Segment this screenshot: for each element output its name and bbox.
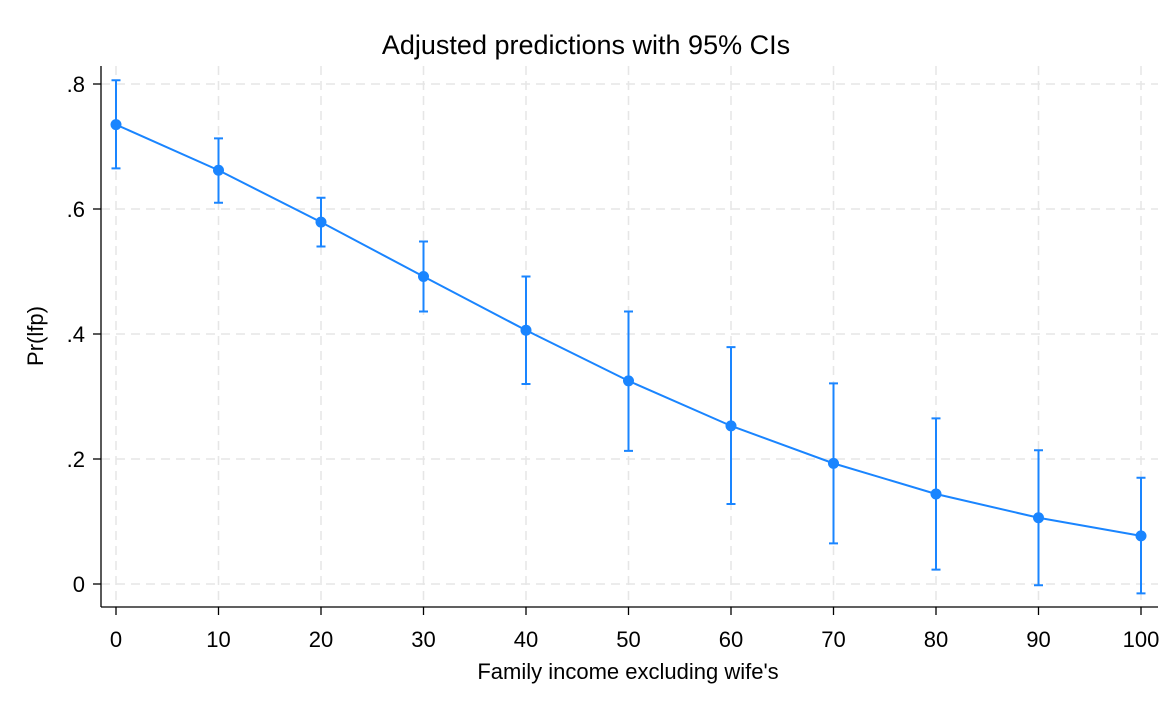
ticks: 0 .2 .4 .6 .8 0 10 20 30 40 50 60 70 80 90 100	[67, 72, 1160, 652]
x-tick-label: 90	[1026, 627, 1050, 652]
data-points	[110, 119, 1147, 542]
data-point	[930, 488, 942, 500]
data-point	[725, 420, 737, 432]
data-point	[623, 375, 634, 387]
x-tick-label: 100	[1123, 627, 1160, 652]
x-axis-title: Family income excluding wife's	[477, 659, 778, 684]
x-tick-label: 40	[514, 627, 538, 652]
y-tick-label: .4	[67, 322, 85, 347]
x-tick-label: 70	[821, 627, 845, 652]
data-point	[110, 119, 122, 131]
data-point	[520, 324, 532, 336]
x-tick-label: 50	[616, 627, 640, 652]
y-tick-label: .2	[67, 447, 85, 472]
data-point	[1135, 530, 1147, 542]
data-point	[1033, 512, 1044, 524]
x-tick-label: 80	[924, 627, 948, 652]
y-tick-label: 0	[73, 572, 85, 597]
x-tick-label: 10	[206, 627, 230, 652]
x-tick-label: 30	[411, 627, 435, 652]
data-point	[418, 271, 429, 282]
axes	[100, 66, 1158, 608]
x-tick-label: 60	[719, 627, 743, 652]
x-tick-label: 20	[309, 627, 333, 652]
data-point	[213, 164, 224, 176]
chart-title: Adjusted predictions with 95% CIs	[382, 30, 790, 60]
y-tick-label: .6	[67, 197, 85, 222]
data-point	[315, 216, 327, 228]
y-tick-label: .8	[67, 72, 85, 97]
x-tick-label: 0	[110, 627, 122, 652]
y-axis-title: Pr(lfp)	[23, 306, 48, 366]
data-point	[828, 457, 839, 469]
